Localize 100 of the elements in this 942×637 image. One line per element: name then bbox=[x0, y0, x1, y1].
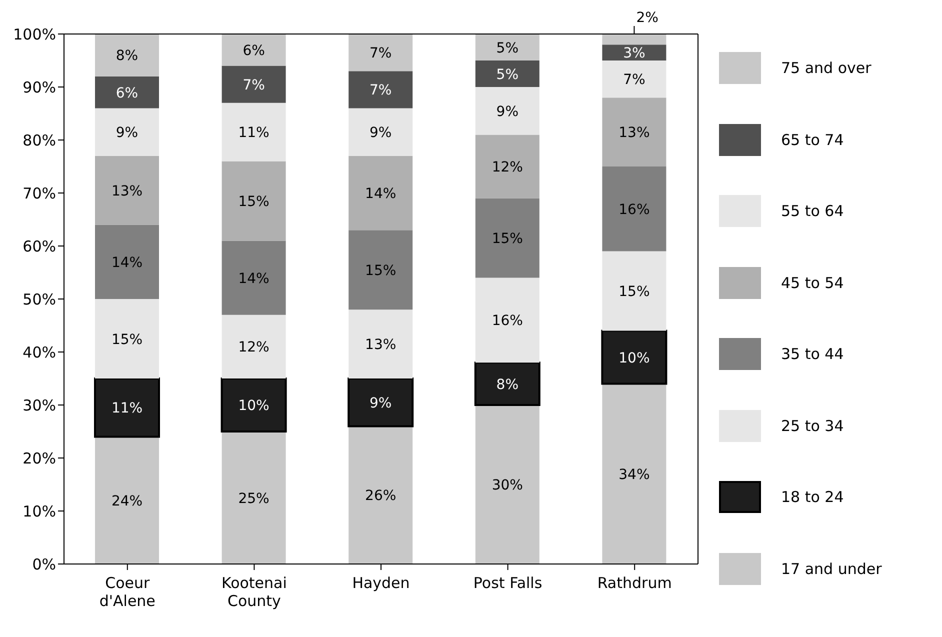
bar bbox=[95, 76, 159, 108]
data-label: 5% bbox=[496, 66, 519, 83]
data-label: 15% bbox=[618, 284, 650, 300]
data-label: 16% bbox=[618, 202, 650, 218]
bar bbox=[601, 330, 668, 385]
x-tick-label: Kootenai County bbox=[221, 574, 287, 610]
data-label: 15% bbox=[492, 231, 523, 248]
data-label: 14% bbox=[111, 254, 143, 271]
bar bbox=[95, 299, 159, 378]
legend-label: 45 to 54 bbox=[781, 274, 844, 292]
data-label: 12% bbox=[238, 340, 270, 356]
bar bbox=[95, 156, 159, 225]
data-label: 6% bbox=[116, 85, 138, 102]
bar bbox=[348, 378, 414, 428]
data-label: 9% bbox=[369, 125, 392, 142]
data-label: 10% bbox=[618, 350, 650, 366]
y-tick-label: 70% bbox=[22, 184, 56, 202]
legend-label: 75 and over bbox=[781, 59, 872, 78]
legend-label: 55 to 64 bbox=[781, 202, 844, 220]
bar bbox=[94, 378, 160, 438]
bar bbox=[222, 314, 286, 378]
bar bbox=[95, 34, 159, 76]
bar bbox=[475, 278, 540, 363]
data-label: 11% bbox=[111, 400, 143, 417]
bar bbox=[348, 230, 413, 310]
legend-label: 65 to 74 bbox=[781, 130, 844, 149]
data-label: 3% bbox=[623, 46, 646, 62]
x-tick-label: Post Falls bbox=[473, 574, 542, 592]
legend-label: 18 to 24 bbox=[781, 488, 844, 506]
data-label: 5% bbox=[496, 40, 519, 56]
bar bbox=[475, 60, 540, 87]
data-label: 9% bbox=[116, 125, 138, 142]
data-label: 7% bbox=[623, 72, 646, 88]
data-label: 15% bbox=[238, 194, 270, 210]
data-label: 15% bbox=[111, 332, 143, 348]
data-label: 12% bbox=[492, 160, 523, 176]
data-label: 13% bbox=[365, 337, 396, 354]
data-label: 9% bbox=[496, 104, 519, 120]
bar bbox=[475, 198, 540, 278]
data-label: 11% bbox=[238, 125, 270, 142]
data-label: 25% bbox=[238, 490, 270, 507]
y-tick-label: 90% bbox=[22, 78, 56, 96]
data-label: 14% bbox=[238, 270, 270, 287]
y-tick-label: 20% bbox=[22, 449, 56, 468]
data-label: 7% bbox=[369, 46, 392, 62]
legend-label: 25 to 34 bbox=[781, 416, 844, 435]
bar bbox=[602, 251, 666, 331]
data-label: 16% bbox=[492, 313, 523, 330]
bar bbox=[348, 426, 413, 564]
bar bbox=[348, 108, 413, 156]
data-label: 8% bbox=[116, 48, 138, 64]
data-label: 9% bbox=[369, 395, 392, 412]
y-tick-label: 40% bbox=[22, 343, 56, 362]
bar bbox=[602, 98, 666, 166]
bar bbox=[95, 436, 159, 564]
y-tick-label: 60% bbox=[22, 237, 56, 256]
legend-label: 17 and under bbox=[781, 560, 882, 578]
y-tick-label: 10% bbox=[22, 502, 56, 520]
data-label: 24% bbox=[111, 493, 143, 510]
data-label: 34% bbox=[618, 466, 650, 483]
bar bbox=[348, 156, 413, 230]
data-label: 6% bbox=[242, 42, 265, 59]
data-label: 13% bbox=[111, 183, 143, 200]
bar bbox=[220, 378, 287, 432]
bar bbox=[602, 60, 666, 98]
legend-label: 35 to 44 bbox=[781, 345, 844, 364]
bar bbox=[222, 102, 286, 162]
data-label: 30% bbox=[492, 478, 523, 494]
bar bbox=[222, 66, 286, 103]
bar bbox=[602, 44, 666, 60]
bar bbox=[348, 310, 413, 378]
bar bbox=[222, 161, 286, 241]
data-label: 10% bbox=[238, 398, 270, 414]
bar bbox=[475, 34, 540, 60]
y-tick-label: 100% bbox=[13, 25, 56, 44]
data-label: 7% bbox=[369, 82, 392, 99]
y-tick-label: 50% bbox=[22, 290, 56, 308]
bar bbox=[95, 224, 159, 299]
y-tick-label: 0% bbox=[32, 555, 56, 574]
bar bbox=[475, 405, 540, 564]
data-label: 14% bbox=[365, 186, 396, 202]
data-label: 26% bbox=[365, 488, 396, 504]
bar bbox=[474, 362, 540, 406]
y-tick-label: 30% bbox=[22, 396, 56, 414]
y-tick-label: 80% bbox=[22, 131, 56, 150]
data-label: 8% bbox=[496, 376, 519, 393]
bar bbox=[602, 166, 666, 252]
data-label: 2% bbox=[636, 10, 658, 26]
data-label: 13% bbox=[618, 125, 650, 142]
bar bbox=[348, 34, 413, 72]
bar bbox=[222, 34, 286, 66]
bar bbox=[95, 108, 159, 156]
bar bbox=[475, 134, 540, 198]
x-tick-label: Hayden bbox=[352, 574, 410, 592]
bar bbox=[222, 240, 286, 315]
data-label: 7% bbox=[242, 77, 265, 94]
x-tick-label: Coeur d'Alene bbox=[99, 574, 156, 610]
data-label: 15% bbox=[365, 262, 396, 279]
bar bbox=[602, 384, 666, 564]
bar bbox=[602, 34, 666, 45]
